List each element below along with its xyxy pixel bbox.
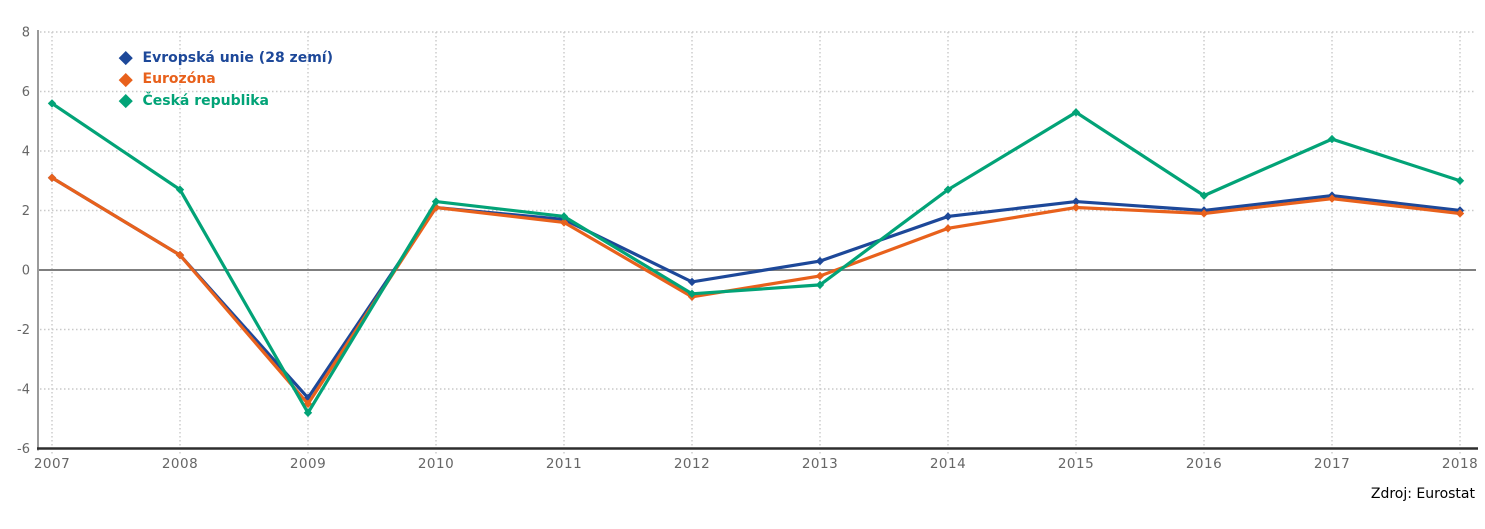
data-point-ceska-republika-2012 bbox=[687, 289, 697, 298]
data-point-evropska-unie-28-zemi-2015 bbox=[1071, 197, 1081, 206]
x-tick-label: 2009 bbox=[290, 456, 326, 472]
data-point-eurozona-2018 bbox=[1455, 209, 1465, 218]
x-tick-label: 2010 bbox=[418, 456, 454, 472]
legend-label: Evropská unie (28 zemí) bbox=[142, 49, 333, 66]
y-tick-label: 8 bbox=[22, 26, 30, 41]
y-tick-label: 0 bbox=[22, 264, 30, 279]
legend-label: Eurozóna bbox=[142, 71, 216, 88]
data-point-eurozona-2016 bbox=[1199, 209, 1209, 218]
data-point-ceska-republika-2009 bbox=[303, 408, 313, 417]
x-tick-label: 2013 bbox=[802, 456, 838, 472]
data-point-ceska-republika-2015 bbox=[1071, 108, 1081, 117]
legend-diamond-icon bbox=[119, 72, 133, 86]
data-point-ceska-republika-2008 bbox=[175, 185, 185, 194]
legend-item-eurozona[interactable]: Eurozóna bbox=[118, 69, 333, 91]
chart-legend: Evropská unie (28 zemí) Eurozóna Česká rep… bbox=[118, 47, 333, 112]
x-tick-label: 2017 bbox=[1314, 456, 1350, 472]
x-tick-label: 2016 bbox=[1186, 456, 1222, 472]
series-line-ceska-republika bbox=[51, 102, 1461, 416]
data-point-ceska-republika-2011 bbox=[559, 212, 569, 221]
data-point-eurozona-2011 bbox=[559, 218, 569, 227]
series-markers-ceska-republika bbox=[47, 99, 1465, 417]
legend-label: Česká republika bbox=[142, 92, 270, 109]
legend-diamond-icon bbox=[119, 51, 133, 65]
data-point-eurozona-2014 bbox=[943, 224, 953, 233]
x-tick-label: 2018 bbox=[1442, 456, 1478, 472]
data-point-ceska-republika-2014 bbox=[943, 185, 953, 194]
source-caption: Zdroj: Eurostat bbox=[1370, 486, 1475, 502]
legend-diamond-icon bbox=[119, 94, 133, 108]
y-tick-label: -2 bbox=[17, 323, 30, 338]
data-point-eurozona-2008 bbox=[175, 250, 185, 260]
data-point-ceska-republika-2013 bbox=[815, 280, 825, 290]
data-point-eurozona-2013 bbox=[815, 271, 825, 281]
data-point-ceska-republika-2010 bbox=[431, 197, 441, 206]
y-tick-label: -4 bbox=[17, 383, 30, 398]
x-tick-label: 2007 bbox=[34, 456, 70, 472]
y-tick-label: 4 bbox=[22, 145, 30, 160]
data-point-evropska-unie-28-zemi-2013 bbox=[815, 256, 825, 266]
data-point-evropska-unie-28-zemi-2012 bbox=[687, 277, 697, 287]
x-tick-label: 2011 bbox=[546, 456, 582, 472]
legend-item-evropska-unie-28-zemi[interactable]: Evropská unie (28 zemí) bbox=[118, 47, 333, 69]
data-point-ceska-republika-2016 bbox=[1199, 191, 1209, 200]
data-point-ceska-republika-2017 bbox=[1327, 134, 1337, 144]
data-point-evropska-unie-28-zemi-2014 bbox=[943, 212, 953, 221]
x-tick-label: 2015 bbox=[1058, 456, 1094, 472]
data-point-eurozona-2007 bbox=[47, 173, 57, 182]
y-tick-label: 2 bbox=[22, 204, 30, 219]
data-point-ceska-republika-2018 bbox=[1455, 176, 1465, 185]
x-tick-label: 2014 bbox=[930, 456, 966, 472]
data-point-ceska-republika-2007 bbox=[47, 99, 57, 108]
data-point-eurozona-2017 bbox=[1327, 194, 1337, 203]
y-tick-label: 6 bbox=[22, 85, 30, 100]
series-line-eurozona bbox=[51, 176, 1461, 407]
x-tick-label: 2012 bbox=[674, 456, 710, 472]
y-tick-label: -6 bbox=[17, 442, 30, 457]
x-tick-label: 2008 bbox=[162, 456, 198, 472]
data-point-eurozona-2015 bbox=[1071, 203, 1081, 212]
legend-item-ceska-republika[interactable]: Česká republika bbox=[118, 90, 333, 112]
